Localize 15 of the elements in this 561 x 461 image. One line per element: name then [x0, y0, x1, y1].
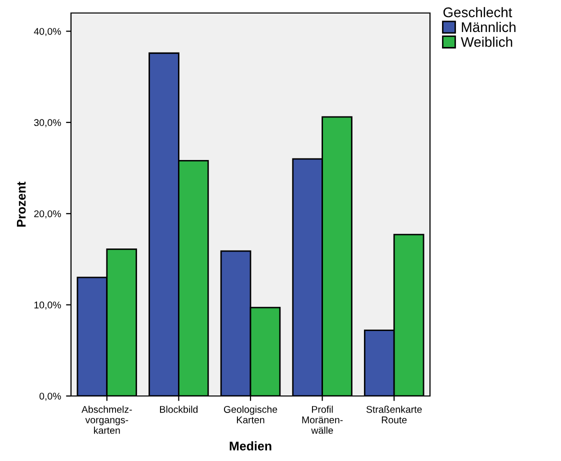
x-tick-label: Geologische Karten — [224, 406, 278, 424]
x-axis-title: Medien — [230, 441, 272, 450]
y-tick-label: 40,0% — [34, 28, 61, 36]
y-tick-label: 30,0% — [34, 119, 61, 128]
y-tick-label: 0,0% — [40, 392, 61, 401]
y-tick-label: 10,0% — [34, 302, 61, 310]
legend-label: Männlich — [462, 22, 516, 32]
y-axis-title: Prozent — [16, 182, 26, 227]
x-tick-label: Blockbild — [160, 406, 198, 413]
y-tick-label: 20,0% — [34, 210, 61, 218]
legend-label: Weiblich — [460, 36, 512, 47]
x-tick-label: Profil Moränen- wälle — [302, 406, 343, 434]
x-tick-label: Straßenkarte Route — [366, 406, 422, 424]
legend-title: Geschlecht — [443, 7, 512, 18]
x-tick-label: Abschmelz- vorgangs- karten — [82, 406, 132, 434]
